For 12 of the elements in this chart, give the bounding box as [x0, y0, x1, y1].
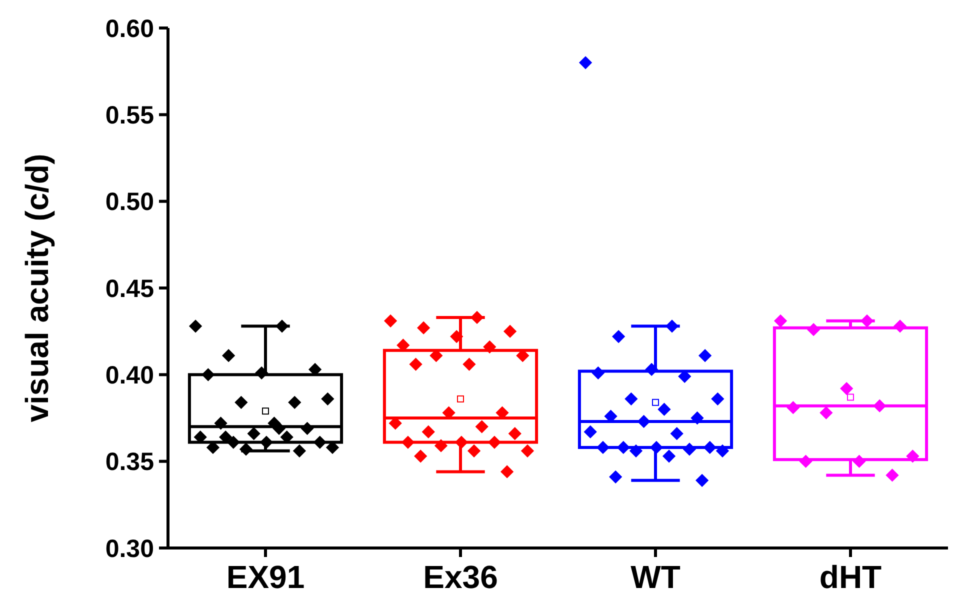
x-tick-label: EX91	[226, 559, 305, 595]
y-tick-label: 0.60	[105, 14, 154, 43]
y-tick-label: 0.50	[105, 188, 154, 216]
y-tick-label: 0.55	[105, 101, 154, 130]
y-tick-label: 0.45	[105, 274, 154, 303]
x-tick-label: WT	[630, 559, 681, 595]
y-axis-title: visual acuity (c/d)	[19, 154, 55, 422]
y-tick-label: 0.40	[105, 361, 154, 390]
x-tick-label: dHT	[819, 559, 882, 595]
y-tick-label: 0.35	[105, 448, 154, 476]
x-tick-label: Ex36	[423, 559, 498, 595]
y-tick-label: 0.30	[105, 534, 154, 563]
